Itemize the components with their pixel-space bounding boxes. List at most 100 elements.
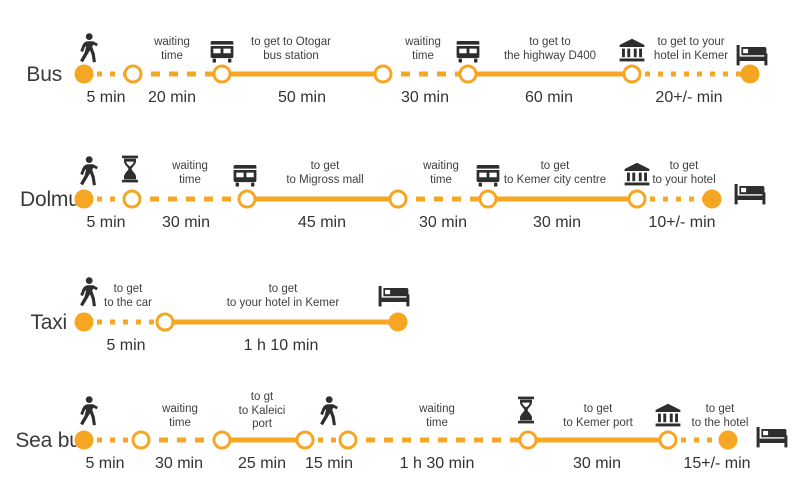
segment-duration: 60 min <box>524 89 574 106</box>
hourglass-icon <box>517 396 535 424</box>
segment-duration: 30 min <box>572 455 622 472</box>
route-stop-node <box>658 430 678 450</box>
segment-duration: 30 min <box>418 214 468 231</box>
segment-duration: 20+/- min <box>655 89 723 106</box>
bus-icon <box>209 40 235 64</box>
segment-duration: 45 min <box>297 214 347 231</box>
route-segment-dashed <box>398 196 488 202</box>
segment-description: to get to Kemer city centre <box>503 160 607 186</box>
route-segment-solid <box>222 71 383 77</box>
segment-description: waiting time <box>419 403 455 429</box>
segment-duration: 5 min <box>86 89 126 106</box>
route-endpoint-node <box>74 189 94 209</box>
segment-duration: 10+/- min <box>648 214 716 231</box>
route-endpoint-node <box>718 430 738 450</box>
route-stop-node <box>458 64 478 84</box>
route-segment-solid <box>528 437 668 443</box>
route-segment-dashed <box>132 196 247 202</box>
walking-person-icon <box>77 396 99 426</box>
route-stop-node <box>622 64 642 84</box>
route-segment-dotted <box>84 437 141 443</box>
segment-duration: 30 min <box>154 455 204 472</box>
segment-description: waiting time <box>405 36 441 62</box>
route-segment-solid <box>488 196 637 202</box>
segment-duration: 1 h 30 min <box>399 455 475 472</box>
bank-icon <box>624 162 650 186</box>
segment-description: to get to Migross mall <box>286 160 364 186</box>
segment-duration: 30 min <box>532 214 582 231</box>
route-label: Bus <box>26 63 62 86</box>
route-segment-solid <box>165 319 398 325</box>
segment-duration: 20 min <box>147 89 197 106</box>
walking-person-icon <box>317 396 339 426</box>
segment-duration: 25 min <box>237 455 287 472</box>
route-label: Taxi <box>30 311 67 334</box>
segment-duration: 1 h 10 min <box>243 337 319 354</box>
route-segment-dashed <box>133 71 222 77</box>
route-label: Sea bus <box>15 429 91 452</box>
route-segment-solid <box>247 196 398 202</box>
segment-description: waiting time <box>154 36 190 62</box>
segment-description: waiting time <box>172 160 208 186</box>
route-segment-dotted <box>632 71 750 77</box>
route-label: Dolmus <box>20 188 90 211</box>
segment-duration: 30 min <box>161 214 211 231</box>
segment-description: to get to your hotel in Kemer <box>226 283 340 309</box>
route-stop-node <box>155 312 175 332</box>
bank-icon <box>619 38 645 62</box>
route-stop-node <box>212 64 232 84</box>
hotel-bed-icon <box>734 183 766 205</box>
hotel-bed-icon <box>756 426 788 448</box>
segment-description: to get to the hotel <box>691 403 749 429</box>
segment-duration: 50 min <box>277 89 327 106</box>
route-endpoint-node <box>702 189 722 209</box>
route-segment-dotted <box>637 196 712 202</box>
bus-icon <box>475 164 501 188</box>
route-stop-node <box>518 430 538 450</box>
route-segment-solid <box>222 437 305 443</box>
segment-description: to get to the car <box>104 283 152 309</box>
route-segment-dotted <box>305 437 348 443</box>
route-stop-node <box>131 430 151 450</box>
route-stop-node <box>212 430 232 450</box>
bus-icon <box>232 164 258 188</box>
route-segment-dashed <box>348 437 528 443</box>
route-endpoint-node <box>74 64 94 84</box>
route-stop-node <box>122 189 142 209</box>
route-endpoint-node <box>74 430 94 450</box>
segment-description: to get to Kemer port <box>563 403 633 429</box>
hotel-bed-icon <box>736 44 768 66</box>
route-segment-dashed <box>141 437 222 443</box>
hotel-bed-icon <box>378 285 410 307</box>
route-stop-node <box>373 64 393 84</box>
walking-person-icon <box>77 277 99 307</box>
route-stop-node <box>627 189 647 209</box>
route-stop-node <box>123 64 143 84</box>
route-stop-node <box>478 189 498 209</box>
bank-icon <box>655 403 681 427</box>
segment-description: waiting time <box>423 160 459 186</box>
route-stop-node <box>237 189 257 209</box>
route-endpoint-node <box>74 312 94 332</box>
route-endpoint-node <box>740 64 760 84</box>
walking-person-icon <box>77 156 99 186</box>
hourglass-icon <box>121 155 139 183</box>
walking-person-icon <box>77 33 99 63</box>
segment-duration: 5 min <box>85 455 125 472</box>
segment-duration: 5 min <box>86 214 126 231</box>
segment-description: to gt to Kaleici port <box>238 391 286 430</box>
route-stop-node <box>338 430 358 450</box>
segment-duration: 15+/- min <box>683 455 751 472</box>
route-stop-node <box>295 430 315 450</box>
segment-duration: 30 min <box>400 89 450 106</box>
segment-duration: 15 min <box>304 455 354 472</box>
segment-description: to get to the highway D400 <box>503 36 597 62</box>
segment-description: to get to your hotel in Kemer <box>653 36 729 62</box>
route-endpoint-node <box>388 312 408 332</box>
segment-duration: 5 min <box>106 337 146 354</box>
route-segment-dotted <box>84 319 165 325</box>
segment-description: to get to Otogar bus station <box>251 36 331 62</box>
segment-description: waiting time <box>162 403 198 429</box>
segment-description: to get to your hotel <box>652 160 716 186</box>
